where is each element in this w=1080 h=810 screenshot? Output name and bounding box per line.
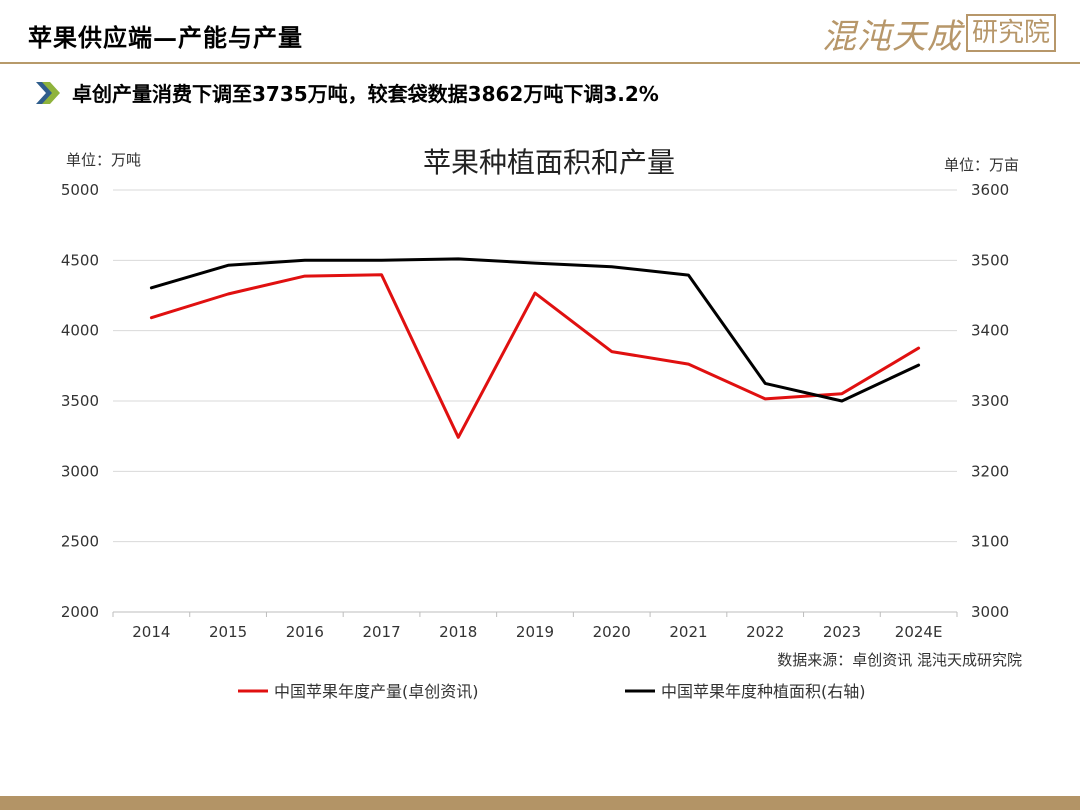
right-tick-label: 3400 [971, 322, 1009, 340]
left-tick-label: 4500 [61, 251, 99, 269]
right-axis-unit: 单位：万亩 [944, 156, 1019, 174]
header-divider [0, 62, 1080, 64]
right-tick-label: 3300 [971, 392, 1009, 410]
double-chevron-right-icon [36, 81, 60, 104]
right-tick-label: 3100 [971, 533, 1009, 551]
line-chart: 苹果种植面积和产量 单位：万吨 单位：万亩 2000 2500 3000 3500 40… [61, 146, 1022, 701]
right-tick-label: 3500 [971, 251, 1009, 269]
series-lines [149, 257, 921, 439]
x-tick-label: 2014 [132, 623, 170, 641]
chart-title: 苹果种植面积和产量 [423, 146, 675, 179]
x-tick-label: 2021 [669, 623, 707, 641]
axes: 2000 2500 3000 3500 4000 4500 5000 3000 3100 3200… [61, 181, 1009, 641]
left-tick-label: 3000 [61, 462, 99, 480]
left-tick-label: 4000 [61, 322, 99, 340]
grid-lines [113, 189, 957, 613]
right-tick-label: 3600 [971, 181, 1009, 199]
source-note: 数据来源：卓创资讯 混沌天成研究院 [777, 651, 1022, 669]
x-tick-label: 2017 [362, 623, 400, 641]
left-axis-unit: 单位：万吨 [66, 151, 141, 169]
legend: 中国苹果年度产量(卓创资讯) 中国苹果年度种植面积(右轴) [238, 682, 866, 701]
left-tick-label: 5000 [61, 181, 99, 199]
x-tick-label: 2022 [746, 623, 784, 641]
x-tick-label: 2020 [593, 623, 631, 641]
left-tick-label: 3500 [61, 392, 99, 410]
legend-label: 中国苹果年度产量(卓创资讯) [274, 682, 479, 701]
x-tick-label: 2015 [209, 623, 247, 641]
x-tick-label: 2018 [439, 623, 477, 641]
footer-bar [0, 796, 1080, 810]
x-tick-label: 2019 [516, 623, 554, 641]
logo-main-text: 混沌天成 [821, 16, 962, 57]
logo-box-text: 研究院 [965, 14, 1056, 52]
left-tick-label: 2000 [61, 603, 99, 621]
right-tick-label: 3000 [971, 603, 1009, 621]
subtitle-text: 卓创产量消费下调至3735万吨，较套袋数据3862万吨下调3.2% [72, 82, 659, 106]
x-tick-label: 2023 [823, 623, 861, 641]
x-tick-label: 2024E [895, 623, 943, 641]
series-line-production [149, 273, 921, 439]
page-title: 苹果供应端—产能与产量 [28, 23, 303, 52]
subtitle-row: 卓创产量消费下调至3735万吨，较套袋数据3862万吨下调3.2% [36, 78, 659, 107]
legend-label: 中国苹果年度种植面积(右轴) [661, 682, 866, 701]
x-tick-label: 2016 [286, 623, 324, 641]
right-tick-label: 3200 [971, 462, 1009, 480]
series-line-area [149, 257, 921, 403]
left-tick-label: 2500 [61, 533, 99, 551]
company-logo: 混沌天成 研究院 [822, 12, 1056, 57]
